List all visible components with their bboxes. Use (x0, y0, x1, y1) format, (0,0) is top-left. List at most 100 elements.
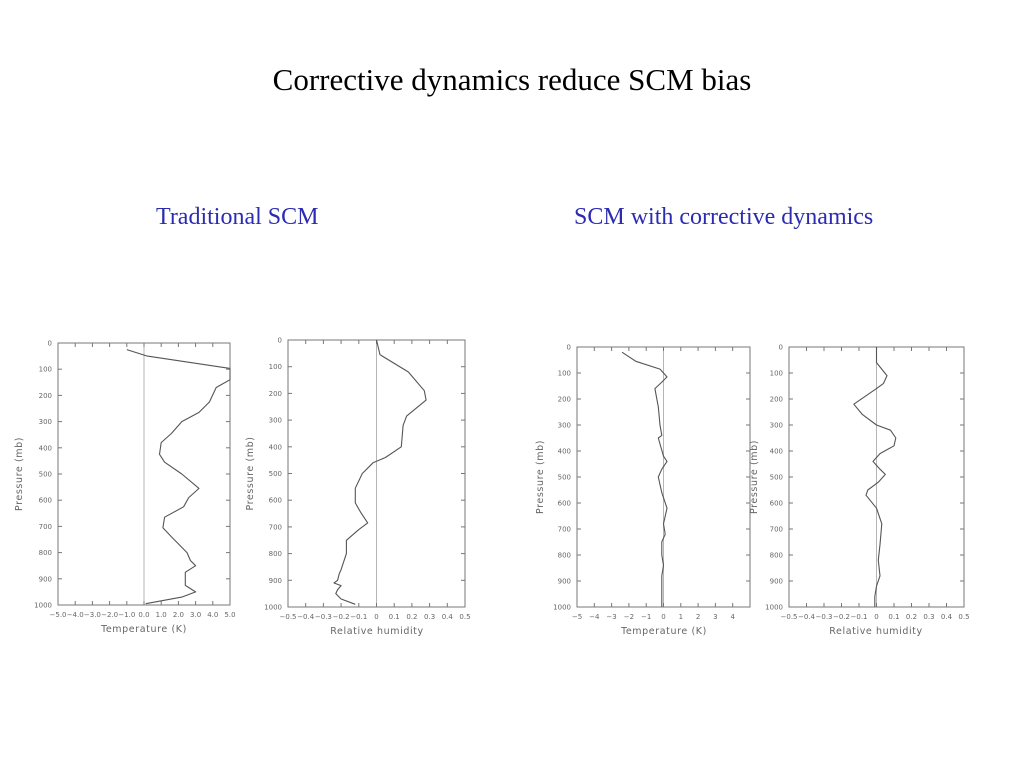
x-tick-label: 0.5 (958, 613, 969, 621)
x-tick-label: 0.5 (459, 613, 470, 621)
x-tick-label: −0.1 (851, 613, 868, 621)
x-tick-label: −0.5 (781, 613, 798, 621)
panel-title-corrective: SCM with corrective dynamics (574, 204, 874, 230)
y-tick-label: 1000 (264, 604, 282, 612)
x-tick-label: 4.0 (207, 611, 218, 619)
x-tick-label: 3.0 (190, 611, 201, 619)
x-axis-label: Temperature (K) (620, 626, 707, 637)
x-tick-label: −0.5 (280, 613, 297, 621)
y-tick-label: 1000 (553, 604, 571, 612)
x-tick-label: −0.4 (297, 613, 315, 621)
x-tick-label: −5 (572, 613, 582, 621)
y-tick-label: 400 (39, 444, 52, 452)
y-axis-label: Pressure (mb) (245, 436, 256, 510)
y-tick-label: 300 (558, 422, 571, 430)
x-tick-label: 2.0 (173, 611, 184, 619)
x-tick-label: 0.3 (424, 613, 435, 621)
y-tick-label: 400 (269, 443, 282, 451)
series-line (853, 347, 897, 607)
y-tick-label: 200 (39, 392, 52, 400)
x-axis-label: Temperature (K) (100, 624, 187, 635)
y-tick-label: 600 (558, 500, 571, 508)
y-tick-label: 600 (770, 500, 783, 508)
x-axis-label: Relative humidity (829, 626, 922, 637)
y-tick-label: 200 (269, 390, 282, 398)
y-tick-label: 700 (269, 523, 282, 531)
x-tick-label: −0.3 (315, 613, 332, 621)
x-tick-label: 0 (374, 613, 378, 621)
chart-humidity-traditional: −0.5 −0.4 −0.3 −0.2 −0.1 0 0.1 0.2 0.3 0.4 0.5 0 100… (245, 337, 471, 638)
chart-temperature-traditional: −5.0 −4.0 −3.0 −2.0 −1.0 0.0 1.0 2.0 3.0 4.0 5.0 0 1… (14, 340, 236, 636)
series-line (126, 349, 231, 605)
x-tick-label: 1.0 (156, 611, 167, 619)
y-tick-label: 0 (48, 340, 52, 348)
y-tick-label: 700 (770, 526, 783, 534)
x-tick-label: −3.0 (84, 611, 101, 619)
y-tick-label: 800 (269, 550, 282, 558)
x-tick-label: 1 (679, 613, 683, 621)
y-tick-label: 300 (39, 418, 52, 426)
y-axis-label: Pressure (mb) (535, 440, 546, 514)
x-tick-label: 0.2 (906, 613, 917, 621)
y-tick-label: 600 (269, 497, 282, 505)
x-tick-label: 0.1 (888, 613, 899, 621)
y-tick-label: 800 (39, 549, 52, 557)
y-tick-label: 700 (558, 526, 571, 534)
chart-temperature-corrective: −5 −4 −3 −2 −1 0 1 2 3 4 0 100 200 300 400 500 600 700 800… (535, 344, 751, 637)
y-tick-label: 200 (558, 396, 571, 404)
x-tick-label: 0.2 (406, 613, 417, 621)
y-tick-label: 800 (770, 552, 783, 560)
chart-humidity-corrective: −0.5 −0.4 −0.3 −0.2 −0.1 0 0.1 0.2 0.3 0.4 0.5 0 100… (749, 344, 970, 638)
y-tick-label: 0 (278, 337, 282, 345)
y-tick-label: 100 (269, 363, 282, 371)
x-tick-label: −3 (606, 613, 616, 621)
x-tick-label: 4 (730, 613, 735, 621)
x-tick-label: 0.3 (923, 613, 934, 621)
x-tick-label: 5.0 (224, 611, 235, 619)
x-tick-label: −0.2 (333, 613, 350, 621)
y-tick-label: 500 (558, 474, 571, 482)
y-tick-label: 400 (770, 448, 783, 456)
y-tick-label: 900 (269, 577, 282, 585)
y-tick-label: 100 (39, 366, 52, 374)
y-tick-label: 300 (269, 417, 282, 425)
y-axis-label: Pressure (mb) (749, 440, 760, 514)
y-tick-label: 500 (39, 471, 52, 479)
y-tick-label: 800 (558, 552, 571, 560)
series-line (621, 351, 668, 607)
x-tick-label: 3 (713, 613, 717, 621)
y-tick-label: 500 (269, 470, 282, 478)
x-axis-label: Relative humidity (330, 626, 423, 637)
y-axis-label: Pressure (mb) (14, 437, 25, 511)
x-tick-label: −0.1 (350, 613, 367, 621)
y-tick-label: 0 (567, 344, 571, 352)
x-tick-label: −4 (589, 613, 600, 621)
x-tick-label: −1.0 (118, 611, 135, 619)
y-tick-label: 100 (558, 370, 571, 378)
x-tick-label: −1 (641, 613, 651, 621)
panel-title-traditional: Traditional SCM (156, 204, 319, 230)
x-tick-label: −2.0 (101, 611, 118, 619)
x-tick-label: 0 (874, 613, 878, 621)
y-tick-label: 1000 (765, 604, 783, 612)
x-tick-label: −0.3 (816, 613, 833, 621)
x-tick-label: −5.0 (50, 611, 67, 619)
y-tick-label: 900 (558, 578, 571, 586)
y-tick-label: 400 (558, 448, 571, 456)
x-tick-label: 0.0 (138, 611, 149, 619)
x-tick-label: 2 (696, 613, 700, 621)
slide-title: Corrective dynamics reduce SCM bias (272, 62, 752, 97)
y-tick-label: 900 (770, 578, 783, 586)
y-tick-label: 200 (770, 396, 783, 404)
y-tick-label: 600 (39, 497, 52, 505)
x-tick-label: −0.2 (833, 613, 850, 621)
x-tick-label: 0.4 (941, 613, 953, 621)
y-tick-label: 900 (39, 575, 52, 583)
y-tick-label: 1000 (34, 602, 52, 610)
y-tick-label: 300 (770, 422, 783, 430)
x-tick-label: −0.4 (798, 613, 816, 621)
series-line (333, 339, 427, 605)
y-tick-label: 0 (779, 344, 783, 352)
y-tick-label: 100 (770, 370, 783, 378)
y-tick-label: 700 (39, 523, 52, 531)
